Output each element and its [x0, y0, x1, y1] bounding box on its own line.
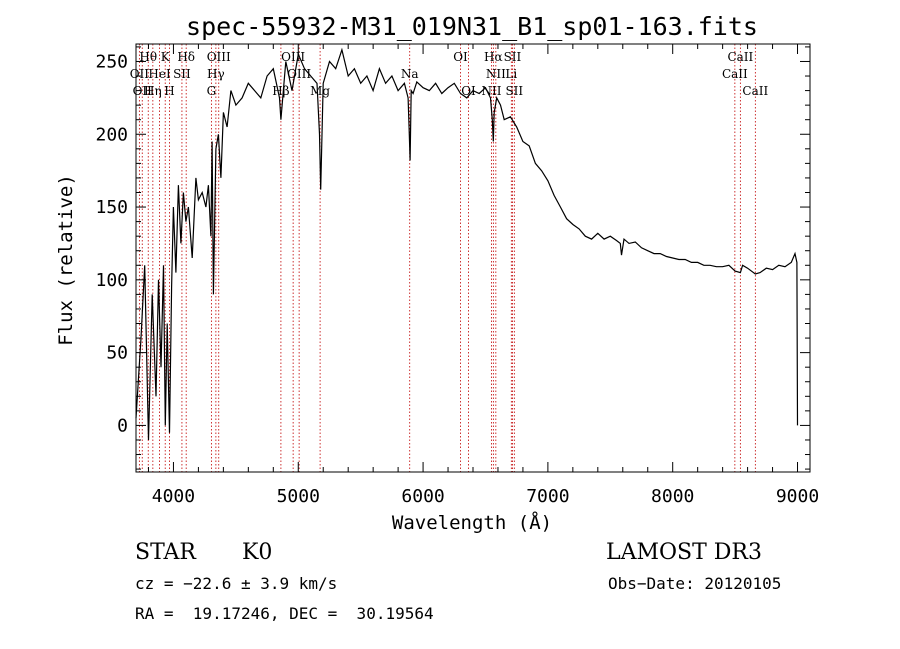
line-label-caii: CaII	[742, 84, 768, 98]
line-label-k: K	[161, 50, 171, 64]
x-tick-label: 7000	[526, 486, 569, 507]
x-tick-label: 6000	[401, 486, 444, 507]
line-label-li: Li	[505, 67, 517, 81]
y-tick-label: 50	[106, 343, 128, 364]
line-label-hγ: Hγ	[207, 67, 225, 81]
line-label-sii: SII	[173, 67, 191, 81]
line-label-hθ: Hθ	[139, 50, 157, 64]
ra-dec-coordinates: RA = 19.17246, DEC = 30.19564	[135, 604, 434, 623]
line-label-caii: CaII	[722, 67, 748, 81]
x-tick-label: 8000	[651, 486, 694, 507]
line-label-nii: NII	[486, 67, 506, 81]
line-label-mg: Mg	[310, 84, 330, 98]
line-label-h: H	[164, 84, 174, 98]
line-label-oiii: OIII	[281, 50, 305, 64]
x-tick-label: 4000	[152, 486, 195, 507]
star-class: STAR	[135, 540, 196, 565]
y-tick-label: 0	[117, 415, 128, 436]
spectral-subclass: K0	[242, 540, 273, 565]
plot-frame	[135, 43, 811, 473]
line-label-oiii: OIII	[287, 67, 311, 81]
line-label-hβ: Hβ	[272, 84, 289, 98]
redshift-cz: cz = −22.6 ± 3.9 km/s	[135, 574, 338, 593]
line-label-na: Na	[401, 67, 419, 81]
y-axis: 0 50 100 150 200 250	[95, 46, 810, 470]
line-label-oii: OII	[130, 67, 150, 81]
spectrum-line	[135, 47, 799, 441]
y-tick-label: 150	[95, 197, 128, 218]
line-label-caii: CaII	[727, 50, 753, 64]
x-tick-label: 5000	[277, 486, 320, 507]
line-label-g: G	[207, 84, 217, 98]
x-axis: 4000 5000 6000 7000 8000 9000	[147, 44, 819, 507]
line-label-oiii: OIII	[207, 50, 231, 64]
line-label-oi: OI	[461, 84, 476, 98]
line-label-sii: SII	[505, 84, 523, 98]
line-label-hη: Hη	[144, 84, 162, 98]
line-label-oii: OII	[133, 84, 153, 98]
line-label-hα: Hα	[484, 50, 503, 64]
line-label-hei: HeI	[148, 67, 171, 81]
y-tick-label: 250	[95, 51, 128, 72]
spectral-line-labels: OII OII Hθ Hη HeI K H SII Hδ G Hγ OIII Hβ OIII OIII Mg N…	[130, 50, 769, 98]
observation-date: Obs−Date: 20120105	[608, 574, 782, 593]
y-tick-label: 200	[95, 124, 128, 145]
y-axis-label: Flux (relative)	[55, 174, 77, 346]
y-tick-label: 100	[95, 270, 128, 291]
chart-title: spec-55932-M31_019N31_B1_sp01-163.fits	[186, 12, 758, 41]
x-tick-label: 9000	[776, 486, 819, 507]
x-axis-label: Wavelength (Å)	[392, 511, 552, 534]
line-label-hδ: Hδ	[177, 50, 195, 64]
line-label-sii: SII	[504, 50, 522, 64]
survey-name: LAMOST DR3	[606, 540, 762, 565]
spectral-line-markers	[138, 44, 756, 472]
line-label-nii: NII	[481, 84, 501, 98]
line-label-oi: OI	[453, 50, 468, 64]
